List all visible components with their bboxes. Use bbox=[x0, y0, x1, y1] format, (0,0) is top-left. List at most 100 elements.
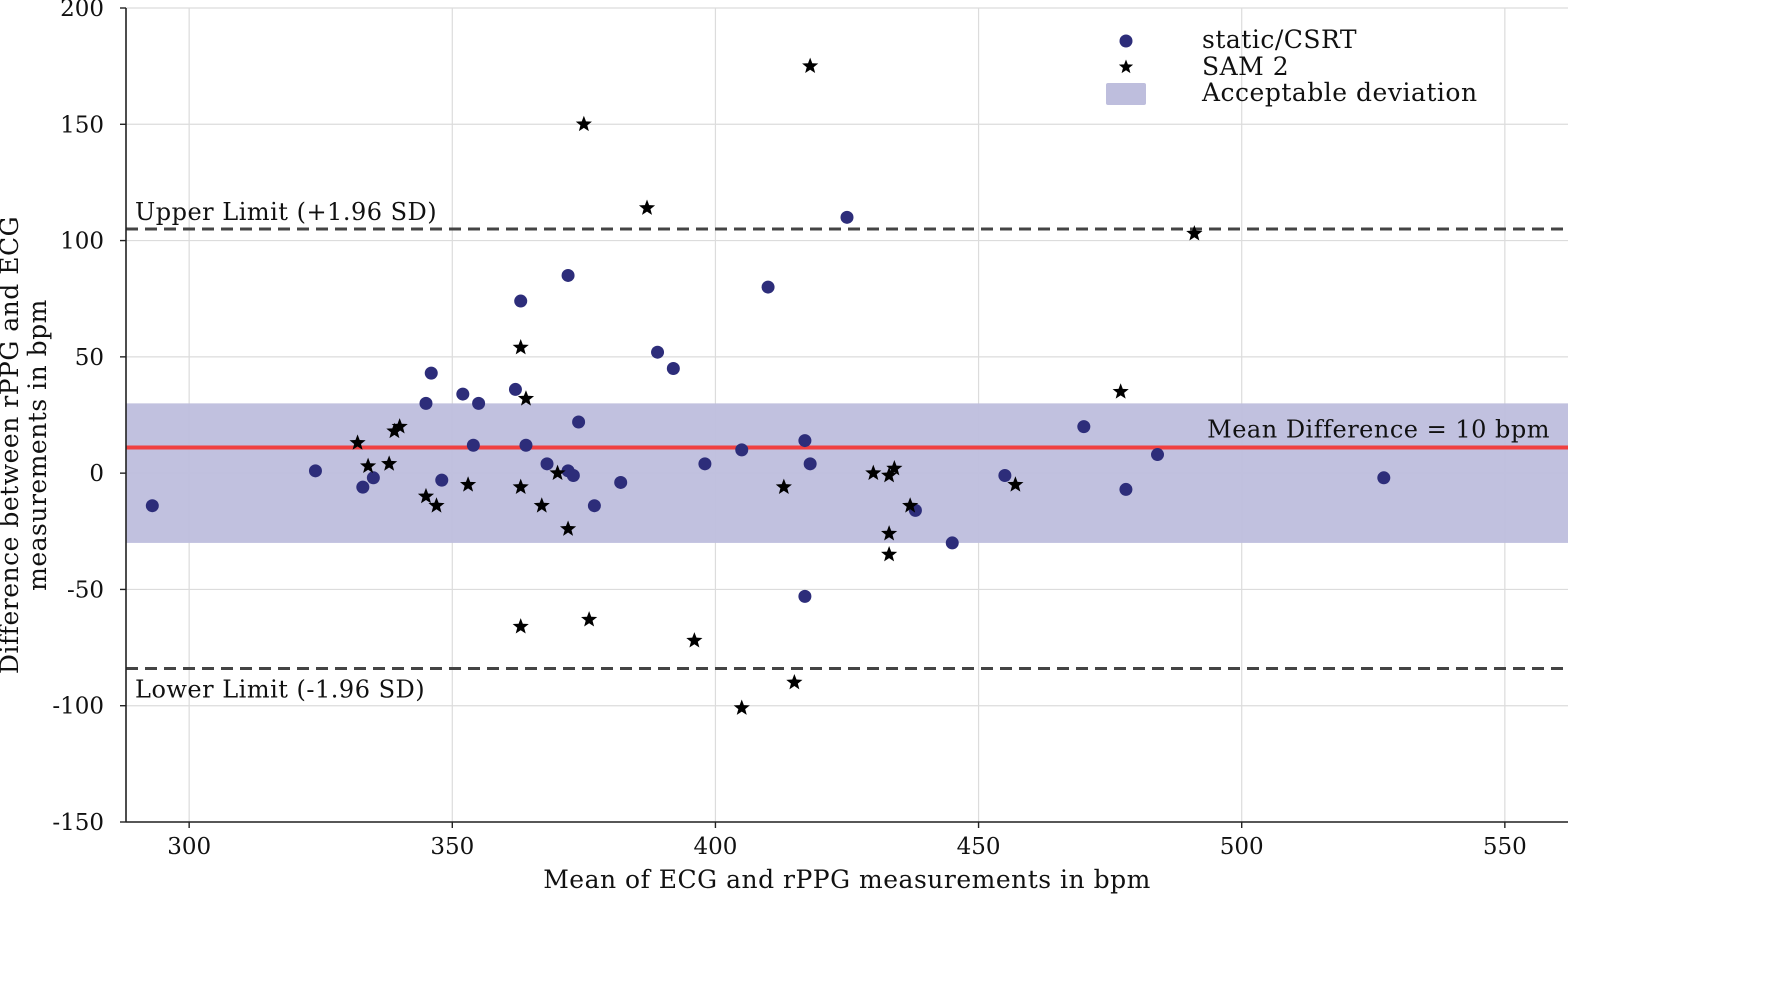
data-point-circle bbox=[803, 457, 817, 471]
y-axis-title-line1: Difference between rPPG and ECG bbox=[0, 216, 24, 674]
data-point-circle bbox=[572, 415, 586, 429]
data-point-star bbox=[581, 611, 598, 627]
y-tick-label: -50 bbox=[67, 577, 104, 603]
y-axis-title-line2: measurements in bpm bbox=[23, 299, 52, 591]
data-point-circle bbox=[561, 268, 575, 282]
data-point-circle bbox=[366, 471, 380, 485]
lower-limit-label: Lower Limit (-1.96 SD) bbox=[135, 676, 425, 704]
x-tick-label: 550 bbox=[1483, 834, 1527, 860]
data-point-star bbox=[902, 497, 919, 513]
data-point-star bbox=[428, 497, 445, 513]
data-point-circle bbox=[798, 589, 812, 603]
y-tick-label: -100 bbox=[52, 694, 104, 720]
data-point-circle bbox=[466, 438, 480, 452]
legend-label-static-csrt: static/CSRT bbox=[1202, 25, 1357, 54]
data-point-star bbox=[1112, 383, 1129, 399]
data-point-circle bbox=[424, 366, 438, 380]
data-point-star bbox=[517, 390, 535, 406]
data-point-circle bbox=[540, 457, 554, 471]
tick-labels: -150 -100 -50 0 50 100 150 200 300 350 400 450 500 55… bbox=[52, 0, 1526, 860]
data-point-circle bbox=[666, 361, 680, 375]
data-point-star bbox=[886, 459, 903, 476]
data-point-circle bbox=[651, 345, 665, 359]
data-point-star bbox=[349, 434, 366, 450]
data-point-star bbox=[775, 478, 792, 494]
mean-difference-label: Mean Difference = 10 bpm bbox=[1207, 416, 1550, 444]
data-point-circle bbox=[419, 396, 433, 410]
data-point-circle bbox=[145, 499, 159, 513]
data-point-star bbox=[1186, 225, 1203, 241]
data-point-circle bbox=[998, 468, 1012, 482]
data-point-star bbox=[686, 632, 703, 648]
data-point-circle bbox=[472, 396, 486, 410]
data-point-star bbox=[386, 422, 403, 439]
data-point-circle bbox=[519, 438, 533, 452]
data-point-star bbox=[1007, 476, 1024, 492]
x-tick-label: 350 bbox=[430, 834, 474, 860]
series-sam-2 bbox=[349, 57, 1203, 715]
data-point-star bbox=[360, 457, 377, 474]
data-points bbox=[145, 57, 1391, 715]
data-point-star bbox=[865, 464, 882, 481]
data-point-circle bbox=[735, 443, 749, 457]
legend: static/CSRT SAM 2 Acceptable deviation bbox=[1106, 25, 1478, 107]
data-point-star bbox=[733, 699, 750, 715]
data-point-star bbox=[881, 466, 898, 483]
data-point-star bbox=[786, 673, 803, 690]
data-point-circle bbox=[1151, 448, 1165, 462]
legend-label-sam2: SAM 2 bbox=[1202, 52, 1289, 81]
data-point-circle bbox=[508, 382, 522, 396]
legend-star-marker bbox=[1118, 59, 1134, 74]
acceptable-deviation-band bbox=[126, 403, 1568, 543]
data-point-star bbox=[802, 57, 819, 74]
data-point-circle bbox=[1377, 471, 1391, 485]
data-point-circle bbox=[840, 210, 854, 224]
x-tick-label: 500 bbox=[1220, 834, 1264, 860]
y-tick-label: 150 bbox=[60, 112, 104, 138]
legend-band-swatch bbox=[1106, 83, 1146, 105]
data-point-star bbox=[638, 199, 656, 215]
data-point-star bbox=[381, 455, 398, 471]
data-point-circle bbox=[1077, 420, 1091, 434]
upper-limit-label: Upper Limit (+1.96 SD) bbox=[135, 198, 437, 226]
data-point-star bbox=[417, 487, 435, 504]
x-axis-title: Mean of ECG and rPPG measurements in bpm bbox=[543, 865, 1151, 894]
data-point-star bbox=[512, 618, 529, 634]
data-point-circle bbox=[1119, 482, 1133, 496]
data-point-star bbox=[460, 476, 477, 492]
legend-circle-marker bbox=[1119, 34, 1133, 48]
series-static-csrt bbox=[145, 210, 1391, 603]
y-tick-label: 0 bbox=[89, 461, 104, 487]
data-point-circle bbox=[308, 464, 322, 478]
data-point-circle bbox=[587, 499, 601, 513]
data-point-star bbox=[512, 339, 529, 355]
data-point-circle bbox=[435, 473, 449, 487]
x-tick-label: 450 bbox=[957, 834, 1001, 860]
data-point-star bbox=[559, 520, 577, 536]
data-point-star bbox=[391, 418, 408, 434]
data-point-circle bbox=[514, 294, 528, 308]
y-tick-label: 100 bbox=[60, 229, 104, 255]
data-point-circle bbox=[698, 457, 712, 471]
data-point-star bbox=[549, 464, 566, 481]
data-point-star bbox=[575, 115, 592, 132]
y-tick-label: -150 bbox=[52, 810, 104, 836]
data-point-star bbox=[881, 546, 898, 562]
data-point-circle bbox=[456, 387, 470, 401]
x-tick-label: 400 bbox=[693, 834, 737, 860]
data-point-star bbox=[533, 497, 550, 513]
legend-label-acceptable-deviation: Acceptable deviation bbox=[1201, 78, 1478, 107]
x-tick-label: 300 bbox=[167, 834, 211, 860]
data-point-circle bbox=[761, 280, 775, 294]
axes bbox=[120, 7, 1568, 828]
data-point-star bbox=[881, 525, 898, 541]
data-point-circle bbox=[566, 468, 580, 482]
data-point-circle bbox=[945, 536, 959, 550]
data-point-star bbox=[512, 478, 529, 494]
data-point-circle bbox=[798, 434, 812, 448]
data-point-circle bbox=[356, 480, 370, 494]
data-point-circle bbox=[614, 475, 628, 489]
y-tick-label: 200 bbox=[60, 0, 104, 22]
y-tick-label: 50 bbox=[75, 345, 104, 371]
